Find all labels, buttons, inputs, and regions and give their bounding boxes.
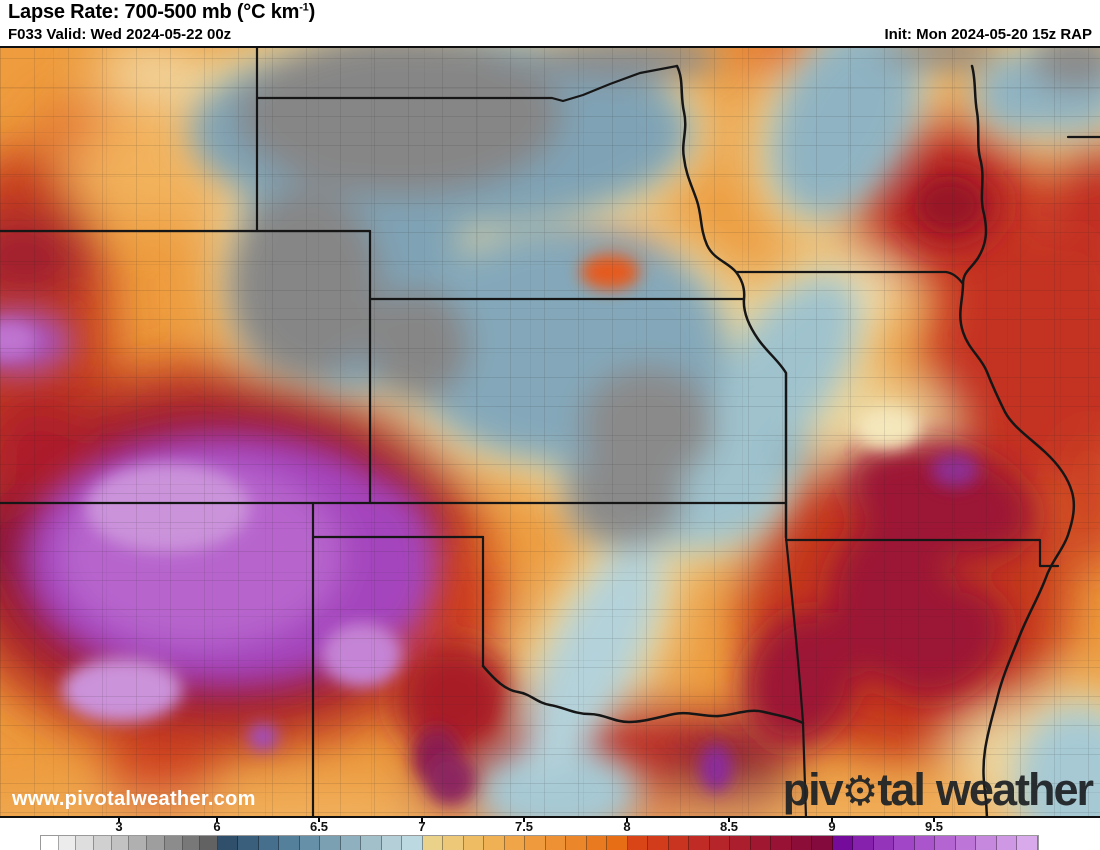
colorbar-cell bbox=[566, 836, 587, 850]
colorbar-cell bbox=[812, 836, 833, 850]
colorbar-cell bbox=[164, 836, 183, 850]
colorbar-cell bbox=[217, 836, 239, 850]
colorbar-cell bbox=[504, 836, 526, 850]
colorbar-cell bbox=[41, 836, 59, 850]
colorbar-tick-mark bbox=[626, 818, 628, 822]
colorbar-cell bbox=[996, 836, 1018, 850]
colorbar-cell bbox=[914, 836, 936, 850]
colorbar-tick-mark bbox=[216, 818, 218, 822]
title-text: Lapse Rate: 700-500 mb bbox=[8, 1, 232, 23]
colorbar-cell bbox=[873, 836, 895, 850]
colorbar-tick-label: 9 bbox=[828, 819, 836, 834]
colorbar-cell bbox=[361, 836, 382, 850]
colorbar-cell bbox=[111, 836, 130, 850]
colorbar-cell bbox=[709, 836, 731, 850]
colorbar-cell bbox=[648, 836, 669, 850]
title-unit-exponent: -1 bbox=[299, 1, 309, 14]
colorbar-cell bbox=[955, 836, 977, 850]
colorbar-cell bbox=[607, 836, 628, 850]
colorbar-tick-mark bbox=[831, 818, 833, 822]
colorbar-cell bbox=[381, 836, 403, 850]
colorbar-cell bbox=[129, 836, 148, 850]
colorbar-cell bbox=[200, 836, 218, 850]
header: Lapse Rate: 700-500 mb (°C km-1) F033 Va… bbox=[0, 0, 1100, 46]
colorbar-cell bbox=[730, 836, 751, 850]
valid-time: F033 Valid: Wed 2024-05-22 00z bbox=[8, 26, 232, 43]
colorbar-cell bbox=[627, 836, 649, 850]
colorbar-cell bbox=[668, 836, 690, 850]
colorbar-tick-label: 7 bbox=[418, 819, 426, 834]
colorbar-tick-mark bbox=[933, 818, 935, 822]
init-time: Init: Mon 2024-05-20 15z RAP bbox=[884, 26, 1092, 43]
colorbar-cell bbox=[58, 836, 77, 850]
page-title: Lapse Rate: 700-500 mb (°C km-1) bbox=[8, 1, 315, 24]
colorbar-cell bbox=[525, 836, 546, 850]
logo-tal: tal bbox=[877, 764, 925, 815]
colorbar-tick-label: 8 bbox=[623, 819, 631, 834]
colorbar-cell bbox=[94, 836, 112, 850]
colorbar-cell bbox=[976, 836, 997, 850]
logo-piv: piv bbox=[782, 764, 844, 815]
colorbar-tick-mark bbox=[421, 818, 423, 822]
watermark: www.pivotalweather.com bbox=[12, 788, 256, 810]
colorbar-cell bbox=[545, 836, 567, 850]
colorbar-cell bbox=[258, 836, 280, 850]
colorbar-tick-label: 8.5 bbox=[719, 819, 739, 834]
state-borders bbox=[0, 48, 1100, 816]
gear-icon: ⚙ bbox=[841, 767, 879, 815]
colorbar-tick-mark bbox=[728, 818, 730, 822]
colorbar-tick-mark bbox=[118, 818, 120, 822]
colorbar-tick-label: 9.5 bbox=[924, 819, 944, 834]
colorbar-cell bbox=[586, 836, 608, 850]
colorbar-cell bbox=[791, 836, 813, 850]
colorbar-tick-mark bbox=[523, 818, 525, 822]
colorbar-cell bbox=[1017, 836, 1038, 850]
colorbar-cell bbox=[484, 836, 505, 850]
logo-weather: weather bbox=[935, 764, 1094, 815]
colorbar-cell bbox=[853, 836, 874, 850]
colorbar-cell bbox=[443, 836, 464, 850]
contour-field bbox=[0, 48, 1100, 816]
colorbar bbox=[40, 835, 1039, 850]
colorbar-cell bbox=[147, 836, 165, 850]
colorbar-cell bbox=[238, 836, 259, 850]
colorbar-tick-mark bbox=[318, 818, 320, 822]
colorbar-cell bbox=[771, 836, 792, 850]
pivotal-weather-logo: piv⚙tal weather bbox=[782, 764, 1094, 815]
colorbar-cell bbox=[422, 836, 444, 850]
colorbar-cell bbox=[340, 836, 362, 850]
colorbar-legend: 3 6 6.5 7 7.5 8 8.5 9 9.5 bbox=[0, 818, 1100, 850]
colorbar-cell bbox=[832, 836, 854, 850]
colorbar-cell bbox=[76, 836, 95, 850]
colorbar-cell bbox=[299, 836, 321, 850]
colorbar-tick-label: 6.5 bbox=[309, 819, 329, 834]
colorbar-cell bbox=[402, 836, 423, 850]
colorbar-cell bbox=[320, 836, 341, 850]
colorbar-tick-label: 7.5 bbox=[514, 819, 534, 834]
colorbar-cell bbox=[894, 836, 915, 850]
colorbar-cell bbox=[750, 836, 772, 850]
colorbar-cell bbox=[935, 836, 956, 850]
colorbar-cell bbox=[689, 836, 710, 850]
colorbar-cell bbox=[182, 836, 201, 850]
title-unit-close: ) bbox=[308, 1, 316, 23]
colorbar-cell bbox=[279, 836, 300, 850]
title-unit: (°C km bbox=[236, 1, 300, 23]
weather-map: www.pivotalweather.com piv⚙tal weather bbox=[0, 46, 1100, 818]
colorbar-tick-label: 3 bbox=[115, 819, 123, 834]
colorbar-cell bbox=[463, 836, 485, 850]
colorbar-tick-label: 6 bbox=[213, 819, 221, 834]
county-grid bbox=[0, 48, 1100, 816]
